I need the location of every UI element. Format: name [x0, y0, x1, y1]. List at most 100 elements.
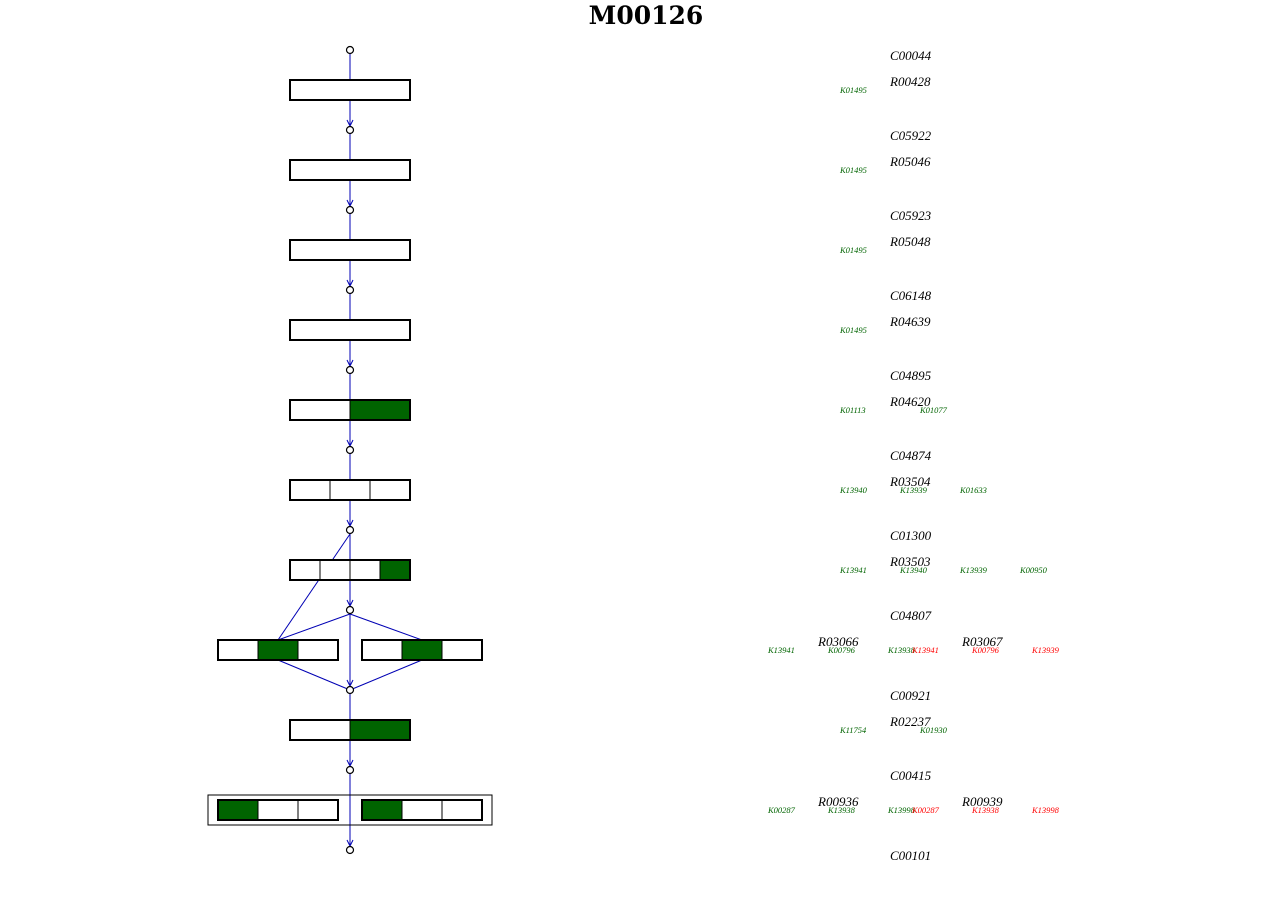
ko-label: K00287 — [911, 805, 940, 815]
compound-label: C00044 — [890, 48, 932, 63]
reaction-label: R05046 — [889, 154, 931, 169]
reaction-box-segment — [217, 799, 259, 821]
ko-label: K13941 — [911, 645, 939, 655]
reaction-box-segment — [289, 239, 411, 261]
ko-label: K13940 — [899, 565, 928, 575]
compound-node — [345, 125, 355, 135]
ko-label: K13939 — [899, 485, 928, 495]
reaction-label: R05048 — [889, 234, 931, 249]
ko-label: K01077 — [919, 405, 948, 415]
reaction-label: R03504 — [889, 474, 931, 489]
compound-node — [345, 445, 355, 455]
branch-edge — [349, 613, 423, 641]
ko-label: K13998 — [887, 805, 916, 815]
ko-label: K13939 — [1031, 645, 1060, 655]
reaction-label: R00428 — [889, 74, 931, 89]
reaction-label: R04620 — [889, 394, 931, 409]
reaction-box — [217, 799, 339, 821]
reaction-box — [289, 399, 411, 421]
ko-label: K01930 — [919, 725, 948, 735]
compound-node — [345, 525, 355, 535]
ko-label: K11754 — [839, 725, 867, 735]
reaction-box-segment — [297, 799, 339, 821]
compound-node — [345, 845, 355, 855]
ko-label: K13939 — [959, 565, 988, 575]
compound-node — [345, 285, 355, 295]
branch-edge — [349, 659, 423, 691]
reaction-label: R00936 — [817, 794, 859, 809]
reaction-box-segment — [319, 559, 351, 581]
reaction-box-segment — [441, 799, 483, 821]
ko-label: K00796 — [827, 645, 856, 655]
branch-edge — [277, 533, 351, 641]
module-title: M00126 — [589, 1, 704, 30]
reaction-box-segment — [289, 159, 411, 181]
compound-label: C04874 — [890, 448, 932, 463]
reaction-box — [289, 559, 411, 581]
ko-label: K13941 — [767, 645, 795, 655]
reaction-box-segment — [289, 399, 351, 421]
ko-label: K13940 — [839, 485, 868, 495]
reaction-box-segment — [257, 639, 299, 661]
compound-label: C01300 — [890, 528, 932, 543]
reaction-box-segment — [289, 479, 331, 501]
compound-label: C05923 — [890, 208, 932, 223]
reaction-box-segment — [441, 639, 483, 661]
reaction-box-segment — [401, 639, 443, 661]
reaction-box — [289, 79, 411, 101]
compound-node — [345, 605, 355, 615]
compound-label: C04895 — [890, 368, 932, 383]
reaction-box-segment — [257, 799, 299, 821]
ko-label: K01495 — [839, 325, 867, 335]
box-layer — [207, 79, 493, 826]
compound-node — [345, 205, 355, 215]
label-layer: C00044 C05922 C05923 C06148 C04895 C04874 C013… — [767, 48, 1060, 863]
reaction-box-segment — [369, 479, 411, 501]
reaction-box — [361, 799, 483, 821]
reaction-box-segment — [289, 319, 411, 341]
reaction-box — [217, 639, 339, 661]
ko-label: K13938 — [887, 645, 916, 655]
compound-node — [345, 765, 355, 775]
ko-label: K01113 — [839, 405, 866, 415]
compound-node-layer — [345, 45, 355, 855]
ko-label: K00796 — [971, 645, 1000, 655]
branch-edge — [277, 659, 351, 691]
reaction-box — [289, 159, 411, 181]
compound-label: C00415 — [890, 768, 932, 783]
complex-outline — [207, 794, 493, 826]
reaction-box-segment — [361, 799, 403, 821]
reaction-box-segment — [361, 639, 403, 661]
reaction-box-segment — [379, 559, 411, 581]
ko-label: K01633 — [959, 485, 987, 495]
ko-label: K13938 — [971, 805, 1000, 815]
reaction-label: R03066 — [817, 634, 859, 649]
reaction-label: R03067 — [961, 634, 1003, 649]
branch-edge — [277, 613, 351, 641]
ko-label: K13941 — [839, 565, 867, 575]
reaction-box-segment — [289, 559, 321, 581]
compound-node — [345, 685, 355, 695]
reaction-label: R03503 — [889, 554, 931, 569]
compound-node — [345, 365, 355, 375]
reaction-box-segment — [289, 79, 411, 101]
compound-label: C04807 — [890, 608, 932, 623]
reaction-label: R04639 — [889, 314, 931, 329]
compound-label: C06148 — [890, 288, 932, 303]
reaction-box-segment — [349, 719, 411, 741]
reaction-box-segment — [297, 639, 339, 661]
ko-label: K13938 — [827, 805, 856, 815]
reaction-box — [289, 719, 411, 741]
reaction-box — [289, 479, 411, 501]
reaction-box-segment — [289, 719, 351, 741]
compound-node — [345, 45, 355, 55]
ko-label: K00950 — [1019, 565, 1048, 575]
ko-label: K01495 — [839, 245, 867, 255]
compound-label: C05922 — [890, 128, 932, 143]
reaction-box-segment — [329, 479, 371, 501]
ko-label: K13998 — [1031, 805, 1060, 815]
reaction-box — [361, 639, 483, 661]
compound-label: C00921 — [890, 688, 931, 703]
reaction-box-segment — [217, 639, 259, 661]
